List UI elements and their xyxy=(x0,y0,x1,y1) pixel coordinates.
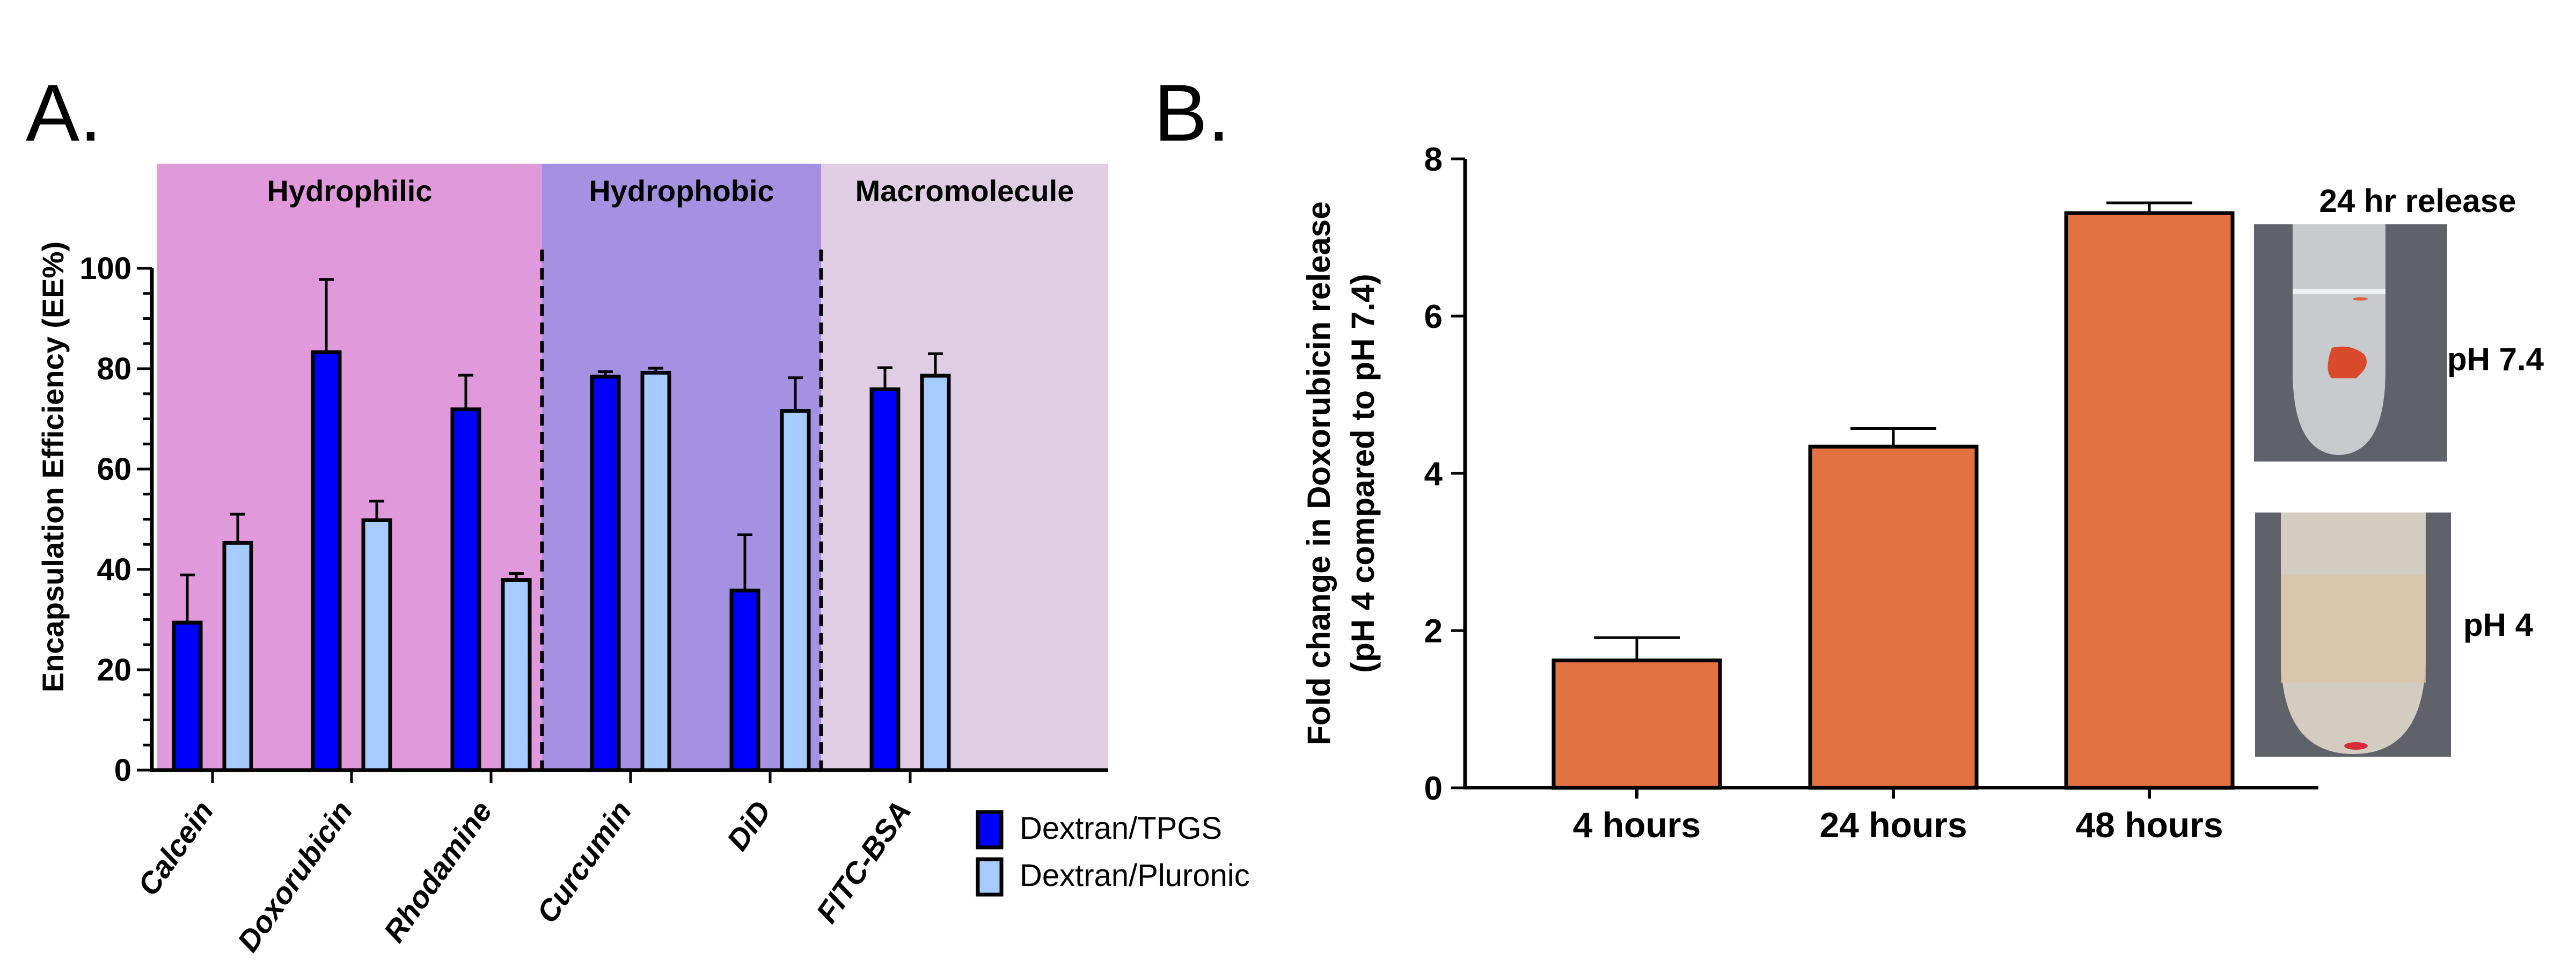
x-tick-label-4-hours: 4 hours xyxy=(1573,805,1701,845)
region-hydrophobic xyxy=(542,164,821,770)
region-label-hydrophobic: Hydrophobic xyxy=(589,174,774,208)
bars-panel-b xyxy=(1552,201,2235,790)
legend-label-pluronic: Dextran/Pluronic xyxy=(1020,858,1250,893)
x-tick-label-fitc-bsa: FITC-BSA xyxy=(809,795,917,929)
region-dividers xyxy=(540,250,823,770)
x-tick-label-48-hours: 48 hours xyxy=(2075,805,2223,845)
region-label-macromolecule: Macromolecule xyxy=(855,174,1074,208)
y-tick-label-a: 80 xyxy=(97,352,131,386)
photo-label-ph74: pH 7.4 xyxy=(2447,341,2544,377)
region-macromolecule xyxy=(821,164,1108,770)
bar-dextran-pluronic-doxorubicin xyxy=(361,518,392,772)
bar-dextran-pluronic-curcumin xyxy=(640,370,671,772)
panel-a-letter: A. xyxy=(26,68,102,158)
y-tick-label-a: 0 xyxy=(114,753,131,788)
bar-dextran-pluronic-rhodamine xyxy=(501,578,532,772)
bar-24-hours xyxy=(1808,444,1979,790)
photo-label-ph4: pH 4 xyxy=(2463,607,2534,643)
y-axis-title-b-line1: Fold change in Doxorubicin release xyxy=(1301,201,1337,745)
panel-b: B. Fold change in Doxorubicin release (p… xyxy=(1154,68,2544,845)
y-tick-label-b: 0 xyxy=(1424,770,1443,807)
x-tick-label-did: DiD xyxy=(720,795,778,857)
x-tick-label-curcumin: Curcumin xyxy=(530,795,638,929)
region-hydrophilic xyxy=(157,164,542,770)
bar-4-hours xyxy=(1552,658,1722,790)
photo-title: 24 hr release xyxy=(2319,183,2516,219)
y-axis-title-b-line2: (pH 4 compared to pH 7.4) xyxy=(1345,274,1381,672)
bar-dextran-tpgs-doxorubicin xyxy=(311,350,342,772)
bar-dextran-pluronic-did xyxy=(780,409,811,772)
x-tick-label-doxorubicin: Doxorubicin xyxy=(231,795,359,958)
x-tick-label-calcein: Calcein xyxy=(131,795,220,902)
bar-dextran-tpgs-rhodamine xyxy=(450,407,481,772)
panel-a: A. Hydrophilic Hydrophobic Macromolecule 0… xyxy=(26,68,1250,957)
legend-swatch-tpgs xyxy=(976,810,1004,850)
bar-dextran-tpgs-curcumin xyxy=(590,375,621,772)
panel-b-letter: B. xyxy=(1154,68,1230,158)
y-tick-label-b: 6 xyxy=(1424,298,1443,335)
bar-dextran-pluronic-fitc-bsa xyxy=(920,374,951,772)
tube-photo-ph74 xyxy=(2254,224,2447,462)
y-tick-label-a: 100 xyxy=(79,251,131,286)
region-backgrounds: Hydrophilic Hydrophobic Macromolecule xyxy=(157,164,1108,770)
legend-swatch-pluronic xyxy=(976,857,1004,897)
y-tick-label-a: 40 xyxy=(97,552,131,587)
y-tick-label-a: 60 xyxy=(97,452,131,487)
y-tick-label-a: 20 xyxy=(97,653,131,687)
tube-photo-ph4 xyxy=(2255,513,2451,757)
y-tick-label-b: 2 xyxy=(1424,613,1443,650)
bar-dextran-tpgs-did xyxy=(729,588,760,772)
y-tick-label-b: 8 xyxy=(1424,141,1443,178)
bar-dextran-tpgs-calcein xyxy=(172,620,203,772)
legend: Dextran/TPGS Dextran/Pluronic xyxy=(976,810,1250,897)
y-axis-title-a: Encapsulation Efficiency (EE%) xyxy=(36,241,70,692)
x-tick-label-rhodamine: Rhodamine xyxy=(377,795,499,948)
bar-dextran-pluronic-calcein xyxy=(222,540,253,772)
region-label-hydrophilic: Hydrophilic xyxy=(267,174,432,208)
bar-48-hours xyxy=(2064,211,2235,790)
x-tick-label-24-hours: 24 hours xyxy=(1819,805,1967,845)
y-tick-label-b: 4 xyxy=(1424,456,1443,493)
legend-label-tpgs: Dextran/TPGS xyxy=(1020,811,1222,846)
axes-panel-b: 0 2 4 6 8 4 hours 24 hours 48 hours xyxy=(1424,141,2318,845)
bar-dextran-tpgs-fitc-bsa xyxy=(869,387,901,772)
